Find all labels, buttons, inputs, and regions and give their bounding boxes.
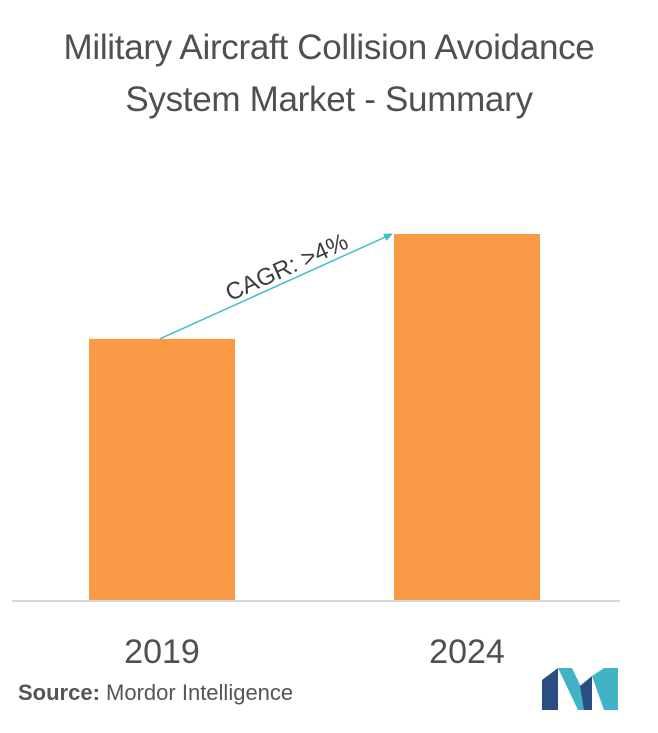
source-text: Mordor Intelligence <box>106 680 294 705</box>
x-tick-label-2024: 2024 <box>429 633 505 671</box>
x-tick-label-2019: 2019 <box>124 633 200 671</box>
source-line: Source: Mordor Intelligence <box>18 680 293 706</box>
bar-2024 <box>394 234 540 601</box>
source-label: Source: <box>18 680 100 705</box>
cagr-arrow <box>159 233 393 340</box>
chart-title: Military Aircraft Collision Avoidance Sy… <box>63 28 595 119</box>
bar-2019 <box>89 338 235 601</box>
mordor-intelligence-logo-icon <box>542 668 618 710</box>
cagr-label: CAGR: >4% <box>221 228 352 307</box>
